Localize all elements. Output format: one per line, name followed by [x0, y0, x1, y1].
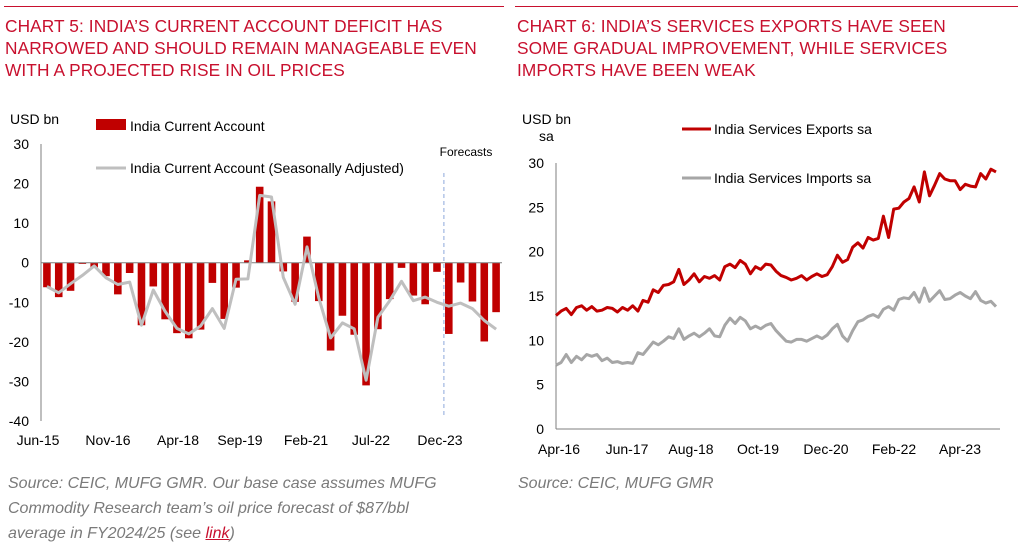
left-header-rule [4, 6, 504, 7]
chart-5-bar [102, 262, 110, 277]
chart-5-x-tick-label: Nov-16 [85, 432, 130, 448]
chart-5-bar [314, 262, 323, 302]
chart-5-title: CHART 5: INDIA’S CURRENT ACCOUNT DEFICIT… [5, 15, 477, 81]
chart-6-y-tick-label: 15 [528, 288, 544, 304]
chart-5-bar [326, 262, 335, 351]
chart-6-x-tick-label: Aug-18 [668, 441, 713, 457]
chart-5-title-line-1: CHART 5: INDIA’S CURRENT ACCOUNT DEFICIT… [5, 16, 443, 36]
chart-5-y-tick-label: -10 [9, 294, 29, 310]
chart-5-bar [149, 262, 158, 287]
chart-5-y-tick-label: -40 [9, 413, 29, 429]
chart-5-source-line-3-suffix: ) [229, 525, 235, 542]
chart-5-bar [220, 262, 229, 319]
chart-5-bar [291, 262, 299, 302]
chart-5-bar [338, 262, 347, 316]
chart-5-x-tick-label: Sep-19 [217, 432, 262, 448]
chart-5-bar [456, 262, 465, 283]
chart-5-bar [350, 262, 359, 335]
chart-5-bar [480, 262, 489, 342]
chart-6-y-tick-label: 25 [528, 199, 544, 215]
chart-5-bar [362, 262, 370, 386]
chart-5-x-tick-label: Feb-21 [284, 432, 329, 448]
chart-5-y-tick-label: -20 [9, 334, 29, 350]
chart-5-bar [244, 260, 252, 263]
chart-5-bar [114, 262, 122, 295]
chart-5-x-tick-label: Jun-15 [17, 432, 60, 448]
chart-5-bar [184, 262, 193, 339]
chart-6-source-line-1: Source: CEIC, MUFG GMR [518, 475, 714, 492]
chart-5-source-line-2: Commodity Research team’s oil price fore… [8, 500, 409, 517]
chart-6-x-tick-label: Oct-19 [737, 441, 779, 457]
chart-5-source-link[interactable]: link [205, 525, 230, 542]
chart-6-y-tick-label: 20 [528, 244, 544, 260]
chart-5-sa-line [46, 193, 497, 382]
chart-5-bar [421, 262, 429, 305]
chart-6-title-line-1: CHART 6: INDIA’S SERVICES EXPORTS HAVE S… [517, 16, 946, 36]
right-header-rule [515, 6, 1018, 7]
chart-5-bar [173, 262, 181, 334]
chart-6-y-tick-label: 10 [528, 332, 544, 348]
chart-6-unit-label-line-1: USD bn [522, 111, 571, 127]
chart-6-x-tick-label: Apr-23 [939, 441, 981, 457]
chart-5-bar [374, 262, 382, 330]
chart-5-y-tick-label: 20 [13, 176, 29, 192]
chart-5-legend-line-label: India Current Account (Seasonally Adjust… [130, 160, 404, 176]
chart-6-x-tick-label: Jun-17 [606, 441, 649, 457]
chart-5-source-line-1: Source: CEIC, MUFG GMR. Our base case as… [8, 475, 437, 492]
chart-5-y-tick-label: 10 [13, 215, 29, 231]
chart-5-bar [43, 262, 51, 288]
chart-5-x-tick-label: Jul-22 [352, 432, 390, 448]
chart-5-bar [161, 262, 169, 320]
chart-5-bar [385, 262, 394, 300]
chart-5-title-line-3: WITH A PROJECTED RISE IN OIL PRICES [5, 60, 345, 80]
chart-5-bar [137, 262, 146, 326]
chart-5-x-tick-label: Apr-18 [157, 432, 199, 448]
chart-6-imports-line [555, 286, 998, 367]
chart-5-bar [492, 262, 500, 313]
chart-5-source-line-3-prefix: average in FY2024/25 (see [8, 525, 206, 542]
chart-5-current-account: USD bn -40 -30 -20 -10 0 10 20 30 Forecasts Jun-15… [9, 111, 502, 448]
chart-5-bar [267, 201, 276, 263]
chart-6-legend-exports-label: India Services Exports sa [714, 121, 872, 137]
chart-6-exports-line [555, 167, 997, 317]
chart-5-source: Source: CEIC, MUFG GMR. Our base case as… [8, 471, 437, 546]
chart-5-x-tick-label: Dec-23 [417, 432, 462, 448]
chart-5-legend-bar-label: India Current Account [130, 118, 265, 134]
chart-5-bar [66, 262, 75, 291]
chart-6-x-tick-label: Apr-16 [538, 441, 580, 457]
chart-5-bar [232, 262, 240, 288]
chart-6-source: Source: CEIC, MUFG GMR [518, 471, 714, 496]
chart-5-bar [196, 262, 205, 330]
chart-5-bar [409, 262, 418, 296]
chart-5-unit-label: USD bn [10, 111, 59, 127]
chart-5-forecast-annotation: Forecasts [440, 145, 493, 159]
chart-5-bar [208, 262, 217, 283]
chart-6-title-line-3: IMPORTS HAVE BEEN WEAK [517, 60, 756, 80]
chart-5-bar [255, 186, 264, 263]
chart-5-title-line-2: NARROWED AND SHOULD REMAIN MANAGEABLE EV… [5, 38, 477, 58]
chart-6-y-tick-label: 5 [536, 377, 544, 393]
chart-6-title-line-2: SOME GRADUAL IMPROVEMENT, WHILE SERVICES [517, 38, 948, 58]
chart-5-bar [54, 262, 63, 298]
chart-6-title: CHART 6: INDIA’S SERVICES EXPORTS HAVE S… [517, 15, 947, 81]
chart-5-legend-bar-swatch [96, 119, 126, 130]
chart-6-x-tick-label: Feb-22 [872, 441, 917, 457]
chart-5-bar [445, 262, 453, 334]
chart-5-bar [433, 262, 441, 272]
chart-5-bar [468, 262, 477, 302]
chart-5-y-tick-label: 0 [21, 255, 29, 271]
chart-5-y-tick-label: -30 [9, 373, 29, 389]
chart-6-legend-imports-label: India Services Imports sa [714, 170, 871, 186]
chart-5-y-tick-label: 30 [13, 136, 29, 152]
chart-5-bar [279, 262, 288, 272]
chart-5-bar [78, 262, 87, 264]
chart-5-bar [125, 262, 134, 274]
chart-6-unit-label-line-2: sa [539, 128, 554, 144]
chart-6-x-tick-label: Dec-20 [803, 441, 848, 457]
chart-6-y-tick-label: 30 [528, 155, 544, 171]
chart-5-bar [397, 262, 406, 268]
chart-5-source-line-3: average in FY2024/25 (see link) [8, 521, 437, 546]
chart-6-y-tick-label: 0 [536, 421, 544, 437]
